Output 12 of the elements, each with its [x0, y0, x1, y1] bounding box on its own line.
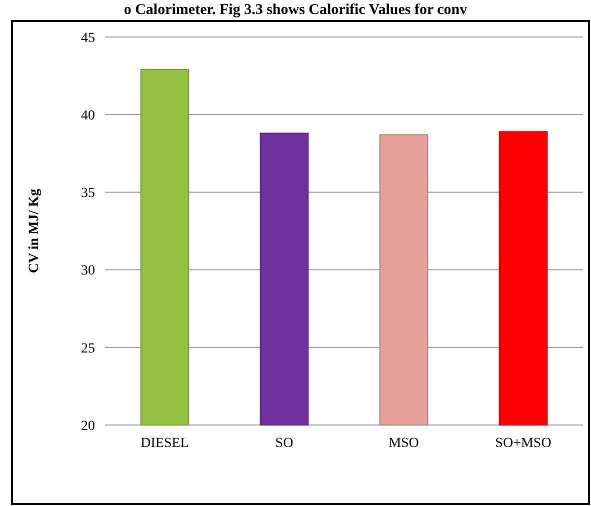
y-tick-label: 30	[81, 264, 95, 279]
text: o Calorimeter. Fig 3.3 shows Calorific Values for conv	[124, 2, 468, 18]
x-tick-label: SO+MSO	[495, 436, 552, 451]
y-tick-label: 20	[81, 418, 95, 434]
x-tick-label: MSO	[388, 436, 419, 451]
x-tick-label: DIESEL	[140, 436, 189, 451]
y-tick-label: 45	[81, 30, 95, 46]
y-axis-title: CV in MJ/ Kg	[27, 188, 42, 274]
x-tick-label: SO	[275, 436, 294, 451]
y-tick-label: 40	[81, 108, 95, 124]
y-tick-label: 35	[81, 186, 95, 202]
y-tick-label: 25	[81, 341, 95, 356]
